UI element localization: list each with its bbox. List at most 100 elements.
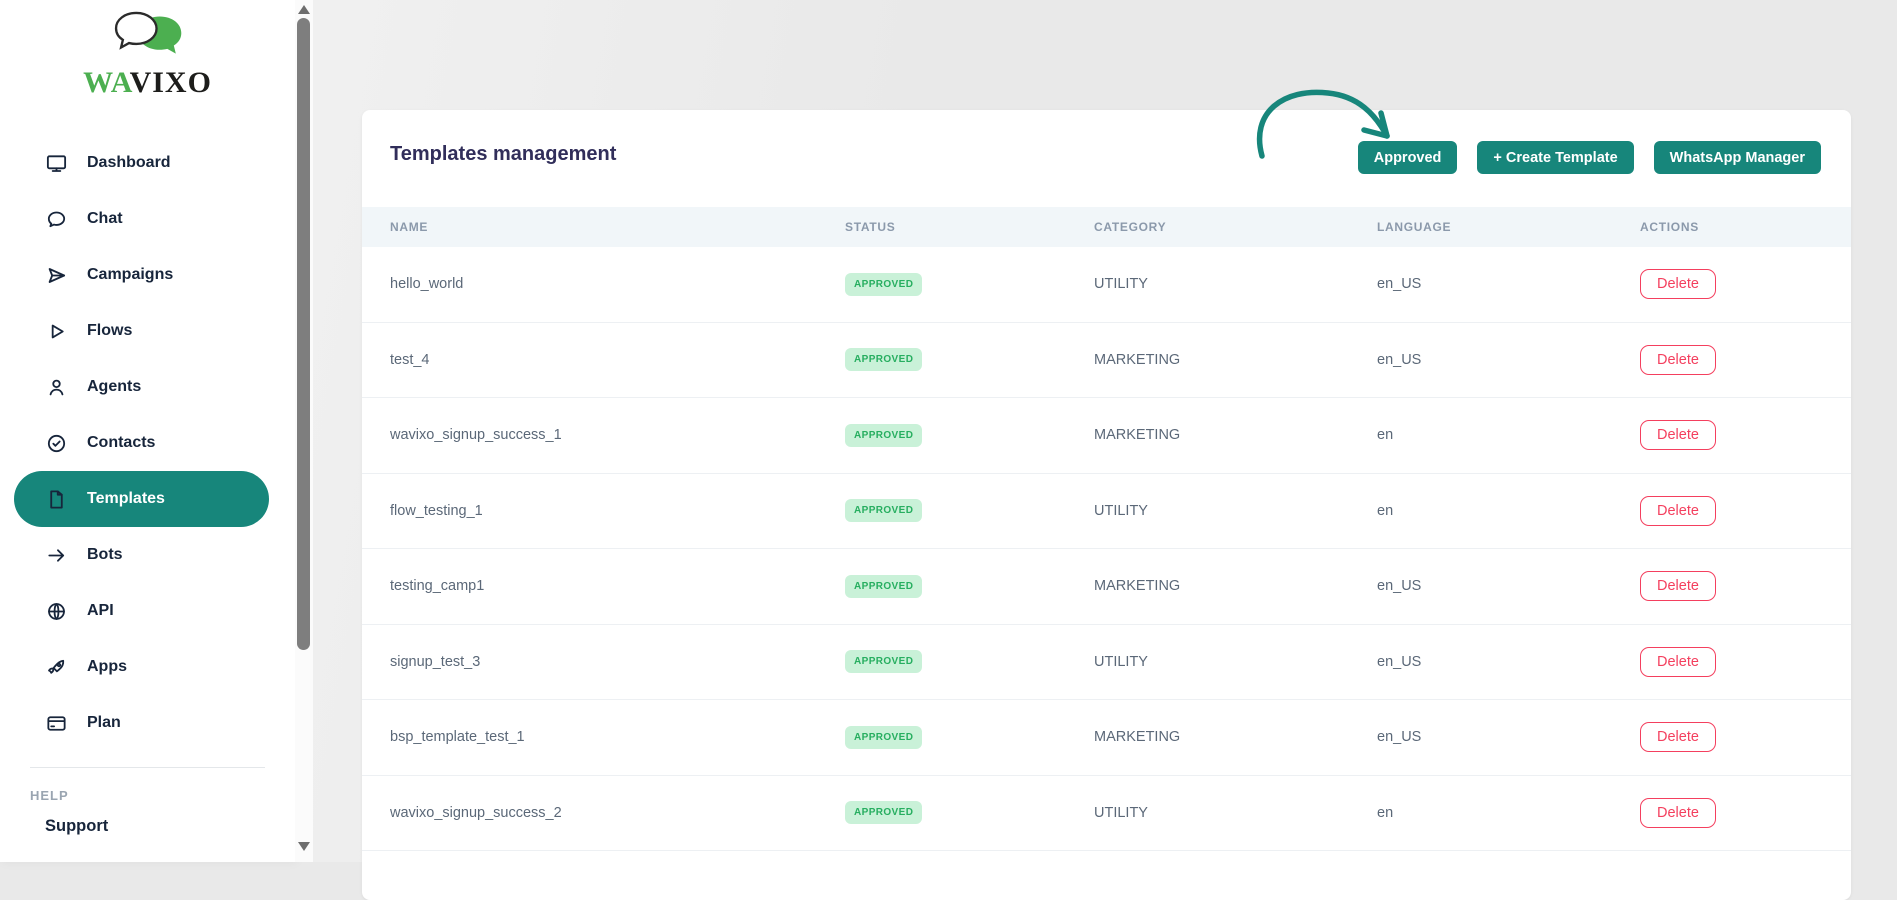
sidebar-item-dashboard[interactable]: Dashboard	[0, 135, 295, 191]
sidebar-item-label: Flows	[87, 322, 133, 339]
table-row: hello_world APPROVED UTILITY en_US Delet…	[362, 247, 1851, 323]
template-name: signup_test_3	[390, 653, 481, 670]
template-language: en_US	[1377, 578, 1422, 595]
table-header-row: NAME STATUS CATEGORY LANGUAGE ACTIONS	[362, 207, 1851, 247]
delete-button[interactable]: Delete	[1640, 420, 1716, 451]
sidebar-item-contacts[interactable]: Contacts	[0, 415, 295, 471]
arrow-right-icon	[48, 548, 65, 562]
brand-wordmark: WAVIXO	[0, 68, 295, 98]
column-header-category: CATEGORY	[1094, 220, 1167, 234]
badge-check-icon	[47, 434, 66, 452]
delete-button[interactable]: Delete	[1640, 646, 1716, 677]
template-language: en_US	[1377, 729, 1422, 746]
sidebar-divider	[30, 767, 265, 768]
template-language: en	[1377, 804, 1394, 821]
table-row: testing_camp1 APPROVED MARKETING en_US D…	[362, 549, 1851, 625]
status-badge: APPROVED	[845, 650, 923, 674]
template-category: UTILITY	[1094, 804, 1148, 821]
globe-icon	[48, 602, 65, 620]
table-row: bsp_template_test_1 APPROVED MARKETING e…	[362, 700, 1851, 776]
delete-button[interactable]: Delete	[1640, 722, 1716, 753]
credit-card-icon	[47, 715, 66, 731]
document-icon	[50, 489, 63, 509]
column-header-language: LANGUAGE	[1377, 220, 1452, 234]
template-name: wavixo_signup_success_2	[390, 804, 562, 821]
sidebar-item-campaigns[interactable]: Campaigns	[0, 247, 295, 303]
template-name: test_4	[390, 351, 430, 368]
delete-button[interactable]: Delete	[1640, 344, 1716, 375]
header-buttons: Approved + Create Template WhatsApp Mana…	[1357, 141, 1821, 174]
delete-button[interactable]: Delete	[1640, 269, 1716, 300]
sidebar-item-plan[interactable]: Plan	[0, 695, 295, 751]
status-badge: APPROVED	[845, 574, 923, 598]
status-badge: APPROVED	[845, 423, 923, 447]
template-language: en	[1377, 427, 1394, 444]
template-category: UTILITY	[1094, 276, 1148, 293]
brand-wordmark-green: WA	[83, 66, 130, 99]
status-badge: APPROVED	[845, 801, 923, 825]
template-language: en_US	[1377, 351, 1422, 368]
scrollbar-thumb[interactable]	[297, 18, 310, 650]
person-icon	[49, 379, 64, 395]
scrollbar[interactable]	[295, 0, 313, 862]
sidebar-item-chat[interactable]: Chat	[0, 191, 295, 247]
sidebar-item-bots[interactable]: Bots	[0, 527, 295, 583]
delete-button[interactable]: Delete	[1640, 495, 1716, 526]
status-badge: APPROVED	[845, 725, 923, 749]
template-name: testing_camp1	[390, 578, 485, 595]
status-badge: APPROVED	[845, 272, 923, 296]
template-language: en_US	[1377, 653, 1422, 670]
sidebar-nav: Dashboard Chat Campaigns Flows Agents Co…	[0, 135, 295, 751]
template-name: flow_testing_1	[390, 502, 483, 519]
sidebar-item-label: Contacts	[87, 434, 156, 451]
whatsapp-manager-button[interactable]: WhatsApp Manager	[1653, 141, 1821, 174]
template-category: MARKETING	[1094, 729, 1181, 746]
chat-bubble-icon	[47, 211, 66, 227]
sidebar-item-label: Dashboard	[87, 154, 171, 171]
sidebar-item-agents[interactable]: Agents	[0, 359, 295, 415]
rocket-icon	[48, 659, 65, 674]
sidebar-item-label: Agents	[87, 378, 142, 395]
wavixo-logo: WAVIXO	[0, 8, 295, 98]
status-badge: APPROVED	[845, 348, 923, 372]
template-category: MARKETING	[1094, 427, 1181, 444]
template-name: bsp_template_test_1	[390, 729, 525, 746]
delete-button[interactable]: Delete	[1640, 571, 1716, 602]
table-row: wavixo_signup_success_1 APPROVED MARKETI…	[362, 398, 1851, 474]
template-language: en	[1377, 502, 1394, 519]
column-header-name: NAME	[390, 220, 429, 234]
sidebar-item-apps[interactable]: Apps	[0, 639, 295, 695]
column-header-status: STATUS	[845, 220, 896, 234]
template-category: UTILITY	[1094, 502, 1148, 519]
sidebar-item-label: Plan	[87, 714, 121, 731]
sidebar-item-api[interactable]: API	[0, 583, 295, 639]
template-name: wavixo_signup_success_1	[390, 427, 562, 444]
approved-filter-button[interactable]: Approved	[1357, 141, 1458, 174]
sidebar-item-label: API	[87, 602, 114, 619]
card-header: Templates management Approved + Create T…	[362, 110, 1851, 207]
sidebar: WAVIXO Dashboard Chat Campaigns Flows Ag…	[0, 0, 295, 862]
sidebar-item-label: Campaigns	[87, 266, 174, 283]
scrollbar-down-arrow-icon[interactable]	[298, 842, 310, 851]
table-row: test_4 APPROVED MARKETING en_US Delete	[362, 323, 1851, 398]
status-badge: APPROVED	[845, 499, 923, 523]
sidebar-item-support[interactable]: Support	[45, 817, 109, 835]
table-row: flow_testing_1 APPROVED UTILITY en Delet…	[362, 474, 1851, 549]
sidebar-item-label: Chat	[87, 210, 123, 227]
template-name: hello_world	[390, 276, 464, 293]
column-header-actions: ACTIONS	[1640, 220, 1699, 234]
templates-card: Templates management Approved + Create T…	[362, 110, 1851, 900]
send-icon	[48, 267, 66, 283]
create-template-button[interactable]: + Create Template	[1477, 141, 1634, 174]
sidebar-item-flows[interactable]: Flows	[0, 303, 295, 359]
sidebar-item-label: Templates	[87, 490, 165, 507]
delete-button[interactable]: Delete	[1640, 797, 1716, 828]
scrollbar-up-arrow-icon[interactable]	[298, 5, 310, 14]
sidebar-item-label: Bots	[87, 546, 123, 563]
template-language: en_US	[1377, 276, 1422, 293]
monitor-icon	[46, 154, 67, 172]
sidebar-item-templates[interactable]: Templates	[14, 471, 269, 527]
table-row: signup_test_3 APPROVED UTILITY en_US Del…	[362, 625, 1851, 700]
template-category: MARKETING	[1094, 578, 1181, 595]
